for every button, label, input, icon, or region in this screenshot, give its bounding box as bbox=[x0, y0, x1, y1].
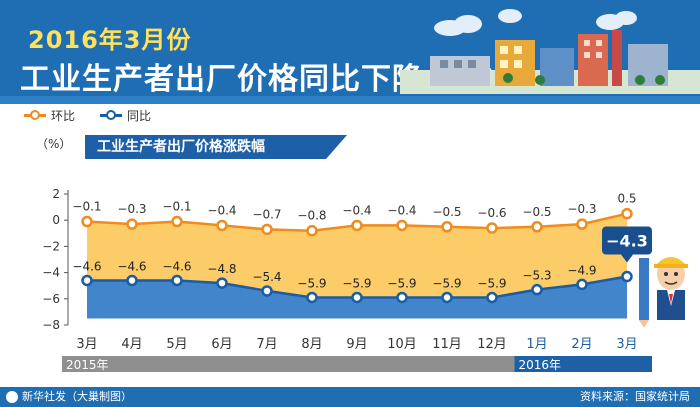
mom-data-label: −0.7 bbox=[252, 207, 281, 221]
yoy-point bbox=[486, 291, 498, 304]
mom-point bbox=[216, 219, 228, 232]
mom-data-label: −0.4 bbox=[387, 203, 416, 217]
year-group-label: 2015年 bbox=[66, 358, 109, 372]
y-tick-label: −8 bbox=[42, 318, 60, 332]
y-tick-label: −6 bbox=[42, 292, 60, 306]
yoy-point bbox=[351, 291, 363, 304]
x-tick-label: 5月 bbox=[166, 337, 187, 352]
mom-data-label: −0.3 bbox=[117, 202, 146, 216]
mom-point bbox=[171, 215, 183, 228]
yoy-data-label: −5.9 bbox=[387, 276, 416, 290]
x-tick-label: 6月 bbox=[211, 337, 232, 352]
mom-data-label: −0.3 bbox=[567, 202, 596, 216]
x-tick-label: 2月 bbox=[571, 337, 592, 352]
worker-mascot-icon bbox=[639, 257, 688, 328]
year-group-bar bbox=[514, 356, 652, 372]
y-tick-label: −2 bbox=[42, 239, 60, 253]
mom-point bbox=[126, 218, 138, 230]
mom-point bbox=[81, 215, 93, 228]
mom-data-label: −0.5 bbox=[522, 205, 551, 219]
mom-point bbox=[306, 224, 318, 237]
yoy-data-label: −5.9 bbox=[432, 276, 461, 290]
mom-point bbox=[261, 223, 273, 236]
x-tick-label: 3月 bbox=[616, 337, 637, 352]
yoy-data-label: −4.8 bbox=[207, 262, 236, 276]
mom-point bbox=[531, 221, 543, 233]
x-tick-label: 7月 bbox=[256, 337, 277, 352]
yoy-data-label: −4.6 bbox=[117, 259, 146, 273]
y-tick-label: −4 bbox=[42, 266, 60, 280]
yoy-point bbox=[441, 291, 453, 304]
yoy-data-label: −5.3 bbox=[522, 269, 551, 283]
mom-data-label: −0.5 bbox=[432, 205, 461, 219]
footer: 新华社发（大巢制图） 资料来源：国家统计局 bbox=[0, 387, 700, 407]
x-tick-label: 8月 bbox=[301, 337, 322, 352]
yoy-point bbox=[306, 291, 318, 304]
year-group-bar bbox=[62, 356, 515, 372]
yoy-callout-box bbox=[602, 226, 652, 255]
mom-area bbox=[87, 213, 627, 298]
title-date: 2016年3月份 bbox=[28, 26, 192, 54]
mom-data-label: 0.5 bbox=[617, 192, 636, 206]
factory-illustration-icon bbox=[400, 9, 700, 94]
legend-mom-label: 环比 bbox=[51, 108, 76, 123]
yoy-data-label: −4.9 bbox=[567, 263, 596, 277]
y-axis-label: （%） bbox=[36, 137, 71, 151]
yoy-data-label: −5.4 bbox=[252, 270, 281, 284]
mom-data-label: −0.6 bbox=[477, 206, 506, 220]
yoy-data-label: −4.6 bbox=[162, 259, 191, 273]
yoy-point bbox=[531, 283, 543, 296]
header-stripe bbox=[0, 96, 700, 104]
yoy-data-label: −5.9 bbox=[297, 276, 326, 290]
yoy-callout-pointer bbox=[621, 254, 633, 263]
yoy-point bbox=[396, 291, 408, 304]
mom-point bbox=[576, 218, 588, 230]
legend-yoy-swatch bbox=[100, 110, 122, 120]
mom-data-label: −0.1 bbox=[162, 200, 191, 214]
footer-source: 资料来源：国家统计局 bbox=[580, 390, 690, 403]
yoy-data-label: −5.9 bbox=[477, 276, 506, 290]
yoy-data-label: −5.9 bbox=[342, 276, 371, 290]
y-tick-label: 2 bbox=[52, 187, 60, 201]
yoy-point bbox=[216, 277, 228, 289]
xinhua-logo-icon bbox=[6, 391, 18, 403]
mom-data-label: −0.8 bbox=[297, 209, 326, 223]
x-tick-label: 1月 bbox=[526, 337, 547, 352]
mom-point bbox=[396, 219, 408, 232]
x-tick-label: 12月 bbox=[477, 337, 507, 352]
mom-data-label: −0.1 bbox=[72, 200, 101, 214]
x-tick-label: 9月 bbox=[346, 337, 367, 352]
x-tick-label: 11月 bbox=[432, 337, 462, 352]
mom-data-label: −0.4 bbox=[207, 203, 236, 217]
y-tick-label: 0 bbox=[52, 213, 60, 227]
chart: （%） 2 0 −2 −4 −6 −8 −0.1 −0.3 −0.1 −0.4 −0.7 −0.8 −0.… bbox=[36, 137, 652, 372]
yoy-point bbox=[621, 270, 633, 283]
mom-data-label: −0.4 bbox=[342, 203, 371, 217]
x-tick-label: 3月 bbox=[76, 337, 97, 352]
yoy-point bbox=[171, 274, 183, 287]
header-banner: 2016年3月份 工业生产者出厂价格同比下降4.3% bbox=[0, 0, 700, 104]
mom-point bbox=[441, 221, 453, 233]
chart-subtitle: 工业生产者出厂价格涨跌幅 bbox=[85, 135, 347, 159]
yoy-point bbox=[261, 285, 273, 297]
footer-credit: 新华社发（大巢制图） bbox=[22, 390, 132, 403]
yoy-point bbox=[126, 274, 138, 287]
year-group-label: 2016年 bbox=[519, 358, 562, 372]
mom-point bbox=[351, 219, 363, 232]
yoy-callout-label: −4.3 bbox=[606, 232, 648, 251]
legend-mom: 环比 bbox=[24, 107, 75, 123]
legend-mom-swatch bbox=[24, 110, 46, 120]
x-tick-label: 4月 bbox=[121, 337, 142, 352]
x-tick-label: 10月 bbox=[387, 337, 417, 352]
mom-point bbox=[486, 222, 498, 234]
mom-point bbox=[621, 207, 633, 220]
yoy-data-label: −4.6 bbox=[72, 259, 101, 273]
yoy-point bbox=[81, 274, 93, 287]
legend-yoy: 同比 bbox=[100, 107, 151, 123]
yoy-point bbox=[576, 278, 588, 291]
legend-yoy-label: 同比 bbox=[127, 108, 152, 123]
